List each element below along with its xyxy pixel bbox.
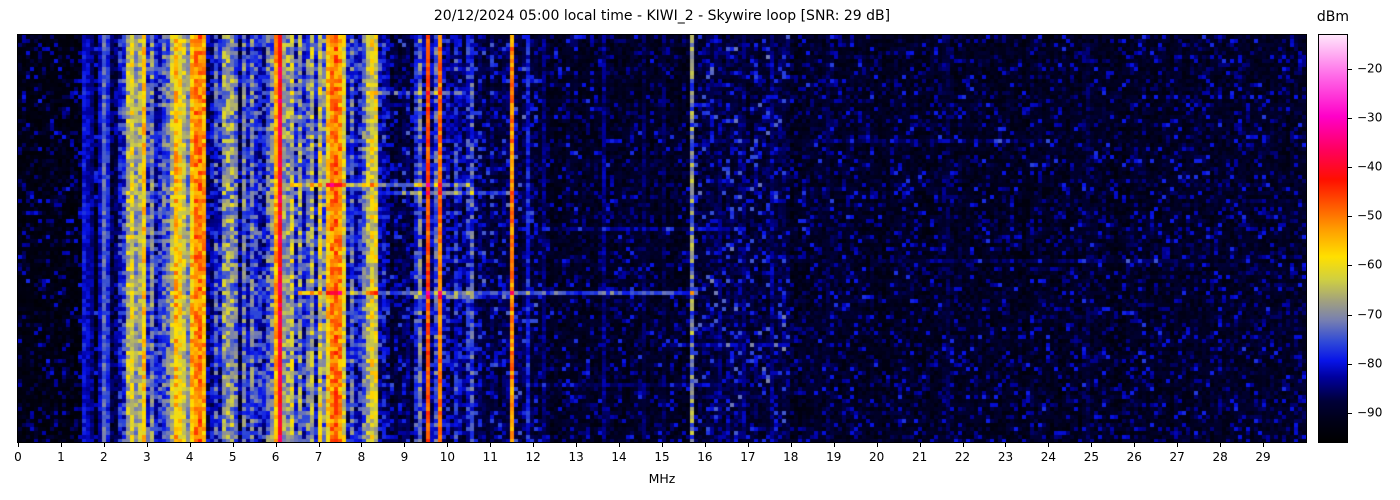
x-tick-mark — [404, 443, 406, 447]
x-tick-label: 9 — [400, 450, 409, 464]
x-tick-label: 29 — [1255, 450, 1271, 464]
x-tick-label: 15 — [654, 450, 670, 464]
colorbar-tick-label: −50 — [1357, 209, 1383, 224]
colorbar-tick-mark — [1348, 314, 1352, 316]
x-tick-label: 14 — [611, 450, 627, 464]
x-tick-label: 21 — [911, 450, 928, 464]
x-tick-label: 28 — [1212, 450, 1228, 464]
plot-title: 20/12/2024 05:00 local time - KIWI_2 - S… — [433, 8, 891, 24]
colorbar-tick-mark — [1348, 118, 1352, 120]
x-tick-mark — [1048, 443, 1050, 447]
x-tick-mark — [1134, 443, 1136, 447]
colorbar-tick-label: −60 — [1357, 258, 1383, 273]
x-tick-label: 11 — [482, 450, 498, 464]
x-tick-label: 12 — [525, 450, 541, 464]
x-tick-mark — [103, 443, 105, 447]
x-tick-label: 26 — [1126, 450, 1142, 464]
x-tick-mark — [747, 443, 749, 447]
colorbar-unit-label: dBm — [1316, 9, 1350, 25]
x-tick-mark — [790, 443, 792, 447]
x-tick-label: 22 — [954, 450, 971, 464]
x-tick-label: 16 — [697, 450, 713, 464]
colorbar — [1318, 34, 1348, 443]
colorbar-tick-mark — [1348, 363, 1352, 365]
x-tick-mark — [1220, 443, 1222, 447]
x-tick-label: 3 — [142, 450, 151, 464]
colorbar-tick-mark — [1348, 216, 1352, 218]
x-axis-label: MHz — [648, 471, 676, 486]
x-tick-label: 1 — [57, 450, 65, 464]
x-tick-mark — [833, 443, 835, 447]
x-tick-mark — [60, 443, 62, 447]
x-tick-label: 10 — [439, 450, 455, 464]
x-tick-label: 13 — [568, 450, 584, 464]
x-tick-mark — [361, 443, 363, 447]
x-tick-label: 8 — [357, 450, 366, 464]
x-tick-label: 27 — [1169, 450, 1185, 464]
x-tick-mark — [619, 443, 621, 447]
x-tick-mark — [876, 443, 878, 447]
colorbar-tick-mark — [1348, 167, 1352, 169]
x-tick-mark — [1263, 443, 1265, 447]
colorbar-ticks: −20 −30 −40 −50 −60 −70 −80 −90 — [1348, 35, 1400, 442]
x-tick-label: 18 — [783, 450, 799, 464]
x-tick-mark — [576, 443, 578, 447]
waterfall-canvas — [18, 35, 1306, 442]
x-tick-label: 6 — [271, 450, 280, 464]
x-tick-label: 0 — [14, 450, 22, 464]
x-tick-label: 17 — [740, 450, 756, 464]
waterfall-plot-area — [17, 34, 1307, 443]
colorbar-tick-label: −20 — [1357, 62, 1383, 77]
colorbar-tick-mark — [1348, 69, 1352, 71]
x-tick-mark — [1177, 443, 1179, 447]
x-tick-mark — [18, 443, 19, 447]
x-tick-label: 4 — [185, 450, 194, 464]
x-tick-mark — [533, 443, 535, 447]
x-tick-label: 23 — [997, 450, 1014, 464]
colorbar-tick-mark — [1348, 265, 1352, 267]
x-tick-mark — [919, 443, 921, 447]
colorbar-tick-label: −30 — [1357, 111, 1383, 126]
x-tick-label: 24 — [1040, 450, 1057, 464]
x-tick-mark — [232, 443, 234, 447]
x-tick-label: 2 — [100, 450, 108, 464]
colorbar-tick-label: −80 — [1357, 356, 1383, 371]
x-tick-mark — [447, 443, 449, 447]
colorbar-tick-label: −90 — [1357, 405, 1383, 420]
x-tick-label: 7 — [314, 450, 323, 464]
x-tick-mark — [318, 443, 320, 447]
x-tick-mark — [662, 443, 663, 447]
x-tick-mark — [490, 443, 492, 447]
colorbar-tick-label: −40 — [1357, 160, 1383, 175]
x-tick-mark — [1005, 443, 1007, 447]
x-tick-label: 25 — [1083, 450, 1099, 464]
x-tick-mark — [146, 443, 148, 447]
x-tick-mark — [962, 443, 964, 447]
x-tick-mark — [189, 443, 191, 447]
x-tick-label: 20 — [869, 450, 885, 464]
x-tick-mark — [704, 443, 706, 447]
x-tick-label: 19 — [826, 450, 842, 464]
x-tick-mark — [275, 443, 277, 447]
x-tick-label: 5 — [228, 450, 237, 464]
colorbar-tick-mark — [1348, 412, 1352, 414]
colorbar-tick-label: −70 — [1357, 307, 1383, 322]
x-tick-mark — [1091, 443, 1093, 447]
